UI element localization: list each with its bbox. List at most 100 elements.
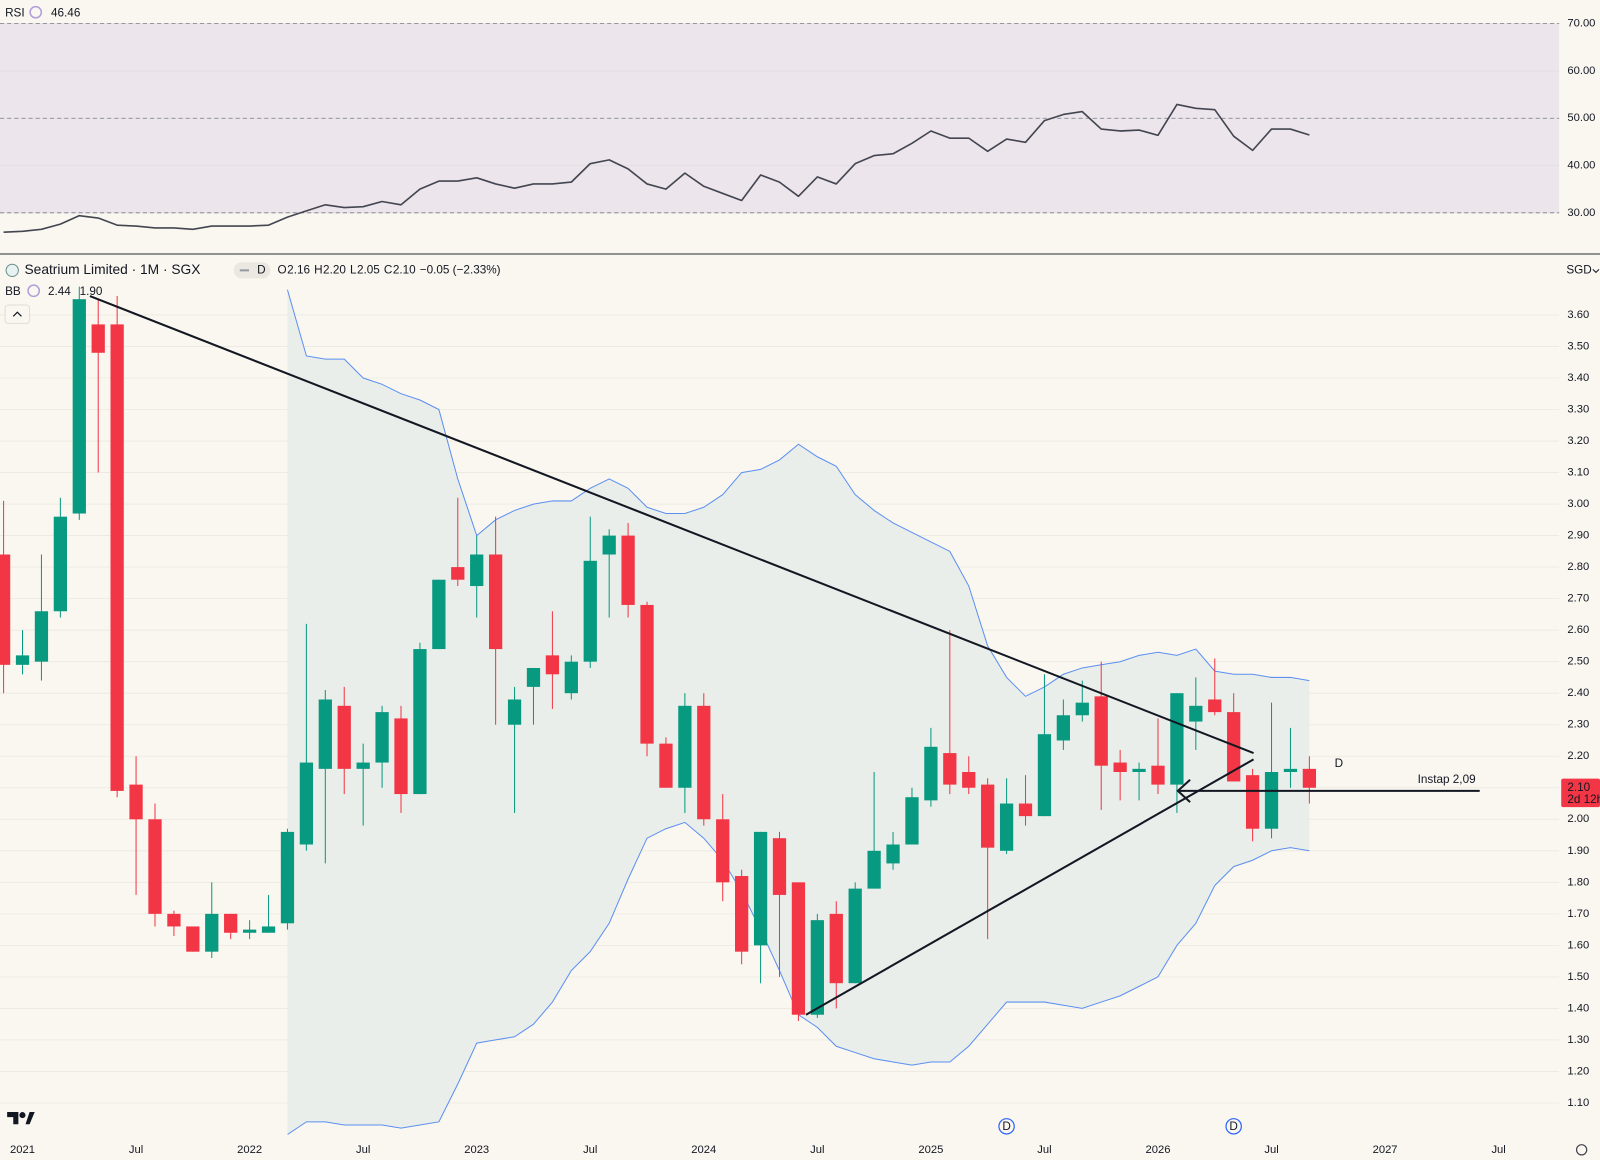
symbol-title[interactable]: Seatrium Limited · 1M · SGX — [24, 262, 200, 277]
ohlc-value: 2.05 — [357, 263, 380, 276]
price-tag — [1561, 778, 1600, 808]
candle-body — [716, 819, 730, 883]
x-tick-label: 2024 — [691, 1144, 716, 1156]
plot-area — [0, 286, 1560, 1135]
candle-body — [1037, 734, 1052, 817]
entry-arrowhead — [1176, 778, 1191, 803]
settings-icon[interactable] — [27, 284, 41, 298]
candle-body — [0, 554, 11, 665]
y-tick-label: 1.60 — [1567, 939, 1589, 951]
dividend-flag: D — [257, 263, 265, 276]
candle-body — [451, 567, 465, 580]
candle-body — [1302, 768, 1317, 788]
candle-body — [375, 712, 389, 763]
candle-body — [999, 803, 1014, 851]
symbol-logo — [5, 263, 19, 277]
dividend-event — [998, 1118, 1015, 1135]
status-pill[interactable] — [233, 262, 271, 279]
x-tick-label: Jul — [356, 1144, 370, 1156]
y-tick-label: 60.00 — [1567, 65, 1595, 77]
y-tick-label: 2.80 — [1567, 561, 1589, 573]
candle-body — [1151, 765, 1165, 785]
y-tick-label: 30.00 — [1567, 207, 1595, 219]
candle-body — [981, 784, 995, 848]
y-tick-label: 1.80 — [1567, 876, 1589, 888]
bb-upper — [286, 289, 1310, 697]
trendline — [89, 295, 1254, 755]
dividend-event — [1225, 1118, 1242, 1135]
price-tag-countdown: 2d 12h — [1567, 793, 1600, 806]
candle-body — [602, 535, 616, 555]
y-tick-label: 3.50 — [1567, 340, 1589, 352]
y-tick-label: 3.40 — [1567, 372, 1589, 384]
x-tick-label: 2026 — [1146, 1144, 1171, 1156]
ohlc-label: H — [314, 263, 322, 276]
y-tick-label: 3.60 — [1567, 309, 1589, 321]
candle-body — [621, 535, 635, 605]
y-tick-label: 1.70 — [1567, 908, 1589, 920]
y-tick-label: 2.90 — [1567, 530, 1589, 542]
bb-fill — [287, 289, 1310, 1135]
bb-title: BB — [5, 285, 21, 298]
candle-body — [432, 579, 446, 650]
candle-body — [1113, 762, 1127, 773]
candle-body — [280, 831, 295, 924]
x-tick-label: Jul — [583, 1144, 597, 1156]
candle-body — [905, 797, 919, 845]
settings-gear[interactable] — [1575, 1144, 1588, 1156]
bb-upper-value: 2.44 — [48, 285, 71, 298]
y-tick-label: 2.60 — [1567, 624, 1589, 636]
trendline — [805, 758, 1255, 1016]
candle-body — [110, 324, 124, 791]
candle-body — [791, 882, 806, 1015]
candle-body — [91, 324, 105, 353]
y-tick-label: 2.40 — [1567, 687, 1589, 699]
currency-caret — [1592, 268, 1600, 274]
x-tick-label: 2021 — [10, 1144, 35, 1156]
candle-body — [242, 929, 257, 933]
candle-body — [1170, 693, 1184, 785]
y-tick-label: 50.00 — [1567, 112, 1595, 124]
x-tick-label: 2025 — [918, 1144, 943, 1156]
x-tick-label: 2022 — [237, 1144, 262, 1156]
price-pane: 1.10 1.20 1.30 1.40 1.50 1.60 1.70 1.80 1.90 2.00… — [0, 286, 1600, 1156]
x-tick-label: Jul — [1037, 1144, 1051, 1156]
candle-body — [829, 913, 843, 984]
candle-body — [167, 913, 181, 927]
collapse-icon — [12, 311, 22, 317]
y-tick-label: 1.50 — [1567, 971, 1589, 983]
currency[interactable]: SGD — [1566, 263, 1591, 276]
settings-icon[interactable] — [29, 5, 43, 19]
candle-body — [34, 611, 49, 662]
price-change: −0.05 (−2.33%) — [420, 263, 501, 276]
candle-body — [129, 784, 143, 820]
y-tick-label: 2.00 — [1567, 813, 1589, 825]
y-tick-label: 70.00 — [1567, 18, 1595, 30]
entry-label: Instap 2,09 — [1418, 773, 1476, 786]
collapse-button[interactable] — [4, 304, 31, 324]
ohlc-label: C — [384, 263, 393, 276]
y-tick-label: 2.50 — [1567, 656, 1589, 668]
candle-body — [848, 888, 862, 984]
candle-body — [148, 819, 162, 914]
x-tick-label: Jul — [810, 1144, 824, 1156]
candle-body — [1264, 772, 1279, 829]
candle-body — [943, 753, 957, 785]
candle-body — [735, 876, 749, 952]
candle-body — [413, 649, 427, 795]
y-tick-label: 3.10 — [1567, 467, 1589, 479]
y-tick-label: 3.00 — [1567, 498, 1589, 510]
candle-body — [488, 554, 503, 650]
candle-body — [659, 743, 673, 788]
bb-lower-value: 1.90 — [80, 285, 103, 298]
y-tick-label: 1.30 — [1567, 1034, 1589, 1046]
candle-body — [205, 913, 219, 952]
ohlc-label: L — [350, 263, 357, 276]
y-tick-label: 2.70 — [1567, 593, 1589, 605]
candle-body — [545, 655, 560, 675]
candle-body — [1245, 775, 1260, 829]
candle-body — [224, 913, 238, 933]
y-tick-label: 1.40 — [1567, 1002, 1589, 1014]
candle-body — [15, 655, 30, 665]
candle-body — [261, 926, 276, 933]
